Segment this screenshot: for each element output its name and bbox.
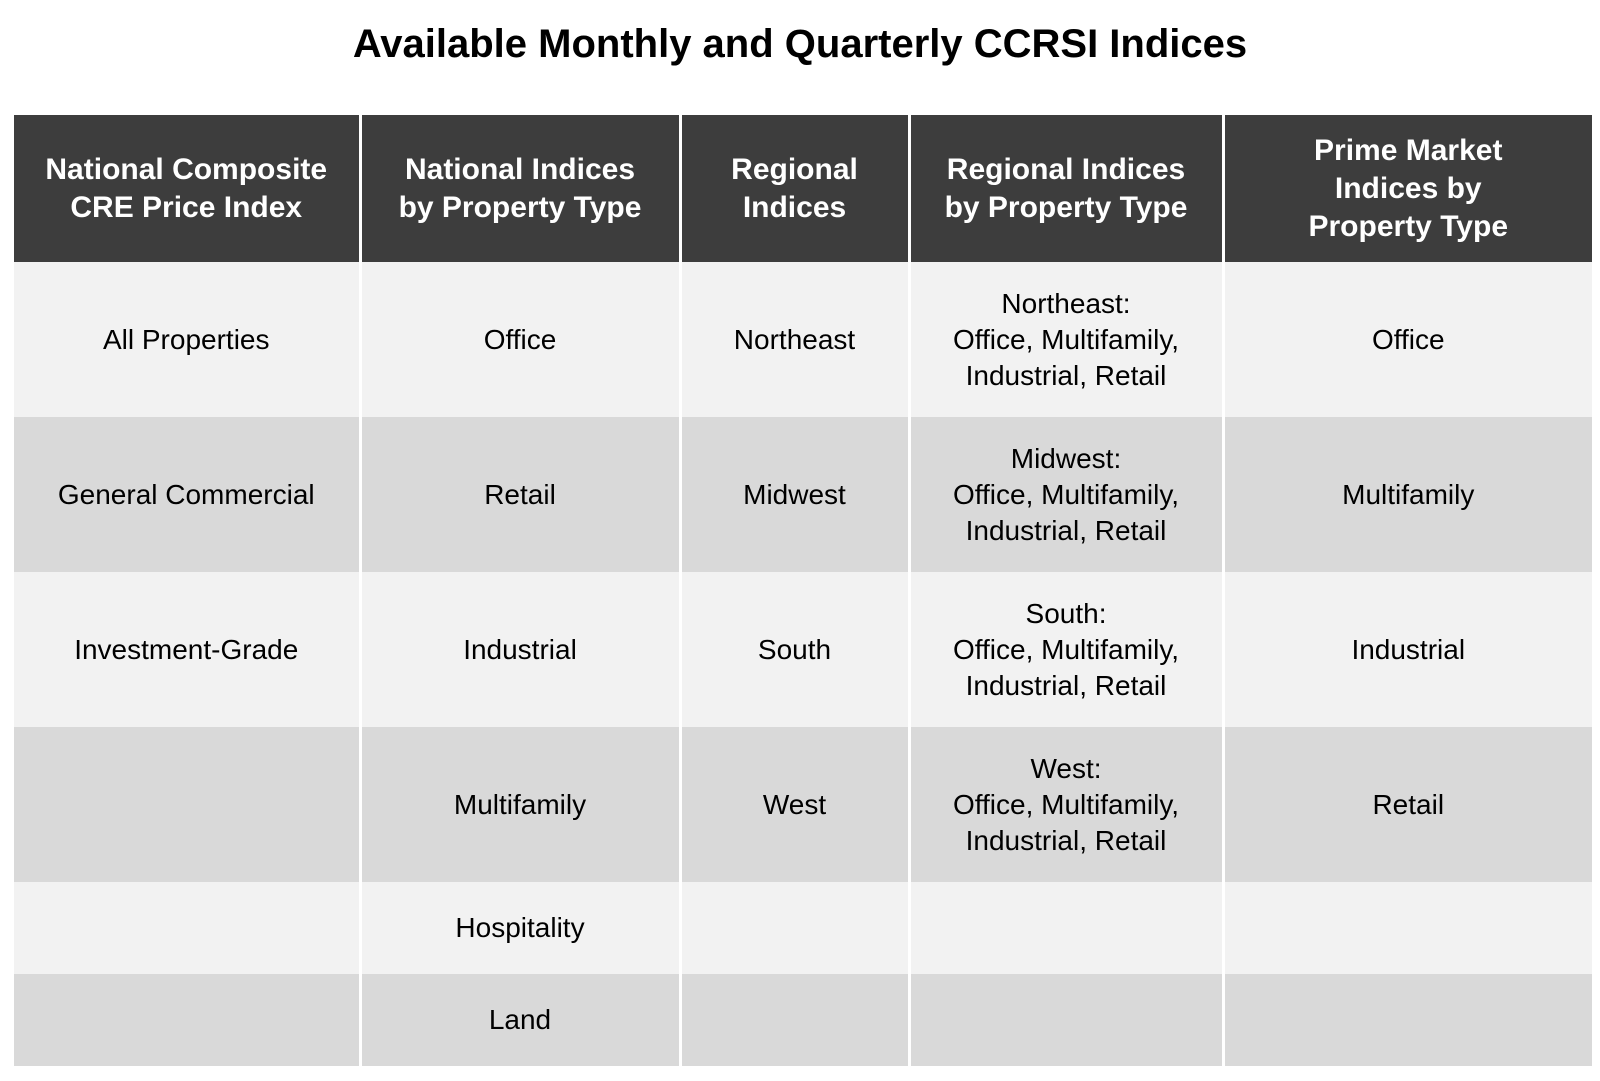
table-cell [14,974,362,1066]
header-regional: Regional Indices [678,115,911,262]
header-text: by Property Type [398,190,642,224]
table-cell [907,882,1225,974]
table-row: Land [14,974,1592,1066]
cell-text: Retail [1372,788,1445,820]
cell-text: Industrial, Retail [965,669,1167,701]
table-cell: Industrial [1221,572,1592,727]
table-cell: Office [1221,262,1592,417]
table-cell: West [678,727,911,882]
cell-text: West: [1030,752,1102,784]
table-cell: Multifamily [1221,417,1592,572]
header-text: by Property Type [944,190,1188,224]
header-text: Property Type [1308,209,1509,243]
cell-text: All Properties [102,323,270,355]
cell-text: Land [488,1004,552,1035]
table-cell: All Properties [14,262,362,417]
table-row: Investment-Grade Industrial South South:… [14,572,1592,727]
table-cell: Northeast: Office, Multifamily, Industri… [907,262,1225,417]
table-cell: Midwest [678,417,911,572]
cell-text: Multifamily [1342,478,1475,510]
table-cell [1221,974,1592,1066]
header-text: Prime Market [1314,133,1503,167]
cell-text: Multifamily [453,788,587,820]
cell-text: General Commercial [57,478,315,510]
table-cell: Hospitality [358,882,682,974]
header-text: CRE Price Index [70,190,303,224]
table-cell [1221,882,1592,974]
cell-text: Industrial [1351,633,1466,665]
indices-table: National Composite CRE Price Index Natio… [14,115,1592,1066]
table-row: General Commercial Retail Midwest Midwes… [14,417,1592,572]
table-cell [14,882,362,974]
table-cell: South: Office, Multifamily, Industrial, … [907,572,1225,727]
header-national-composite: National Composite CRE Price Index [14,115,362,262]
table-cell [907,974,1225,1066]
table-row: All Properties Office Northeast Northeas… [14,262,1592,417]
cell-text: Midwest [743,478,846,510]
table-cell: Land [358,974,682,1066]
table-cell: Multifamily [358,727,682,882]
header-prime-market: Prime Market Indices by Property Type [1221,115,1592,262]
header-text: Indices [742,190,847,224]
table-cell: Retail [358,417,682,572]
cell-text: Industrial, Retail [965,824,1167,856]
cell-text: Office [483,323,557,355]
table-cell: South [678,572,911,727]
table-cell: Northeast [678,262,911,417]
header-regional-by-property-type: Regional Indices by Property Type [907,115,1225,262]
cell-text: Office, Multifamily, [952,478,1180,510]
table-header-row: National Composite CRE Price Index Natio… [14,115,1592,262]
cell-text: Office, Multifamily, [952,633,1180,665]
page-title: Available Monthly and Quarterly CCRSI In… [352,22,1248,66]
table-cell: General Commercial [14,417,362,572]
table-row: Hospitality [14,882,1592,974]
cell-text: South [757,633,832,665]
table-cell: Office [358,262,682,417]
cell-text: Office [1371,323,1445,355]
header-text: Indices by [1334,171,1482,205]
cell-text: Industrial [463,633,577,665]
header-text: National Composite [45,152,328,186]
table-cell [14,727,362,882]
header-text: Regional Indices [946,152,1186,186]
cell-text: Office, Multifamily, [952,323,1180,355]
cell-text: Midwest: [1010,442,1122,474]
cell-text: Hospitality [455,912,585,943]
cell-text: Northeast: [1001,287,1131,319]
cell-text: Office, Multifamily, [952,788,1180,820]
header-text: National Indices [404,152,636,186]
table-row: Multifamily West West: Office, Multifami… [14,727,1592,882]
cell-text: South: [1025,597,1107,629]
table-cell [678,974,911,1066]
table-cell: Midwest: Office, Multifamily, Industrial… [907,417,1225,572]
table-cell: Investment-Grade [14,572,362,727]
table-cell [678,882,911,974]
cell-text: Industrial, Retail [965,359,1167,391]
cell-text: Retail [484,478,556,510]
header-national-by-property-type: National Indices by Property Type [358,115,682,262]
header-text: Regional [731,152,858,186]
table-cell: West: Office, Multifamily, Industrial, R… [907,727,1225,882]
cell-text: Investment-Grade [74,633,299,665]
table-cell: Retail [1221,727,1592,882]
cell-text: Industrial, Retail [965,514,1167,546]
table-cell: Industrial [358,572,682,727]
cell-text: West [762,788,827,820]
cell-text: Northeast [733,323,856,355]
